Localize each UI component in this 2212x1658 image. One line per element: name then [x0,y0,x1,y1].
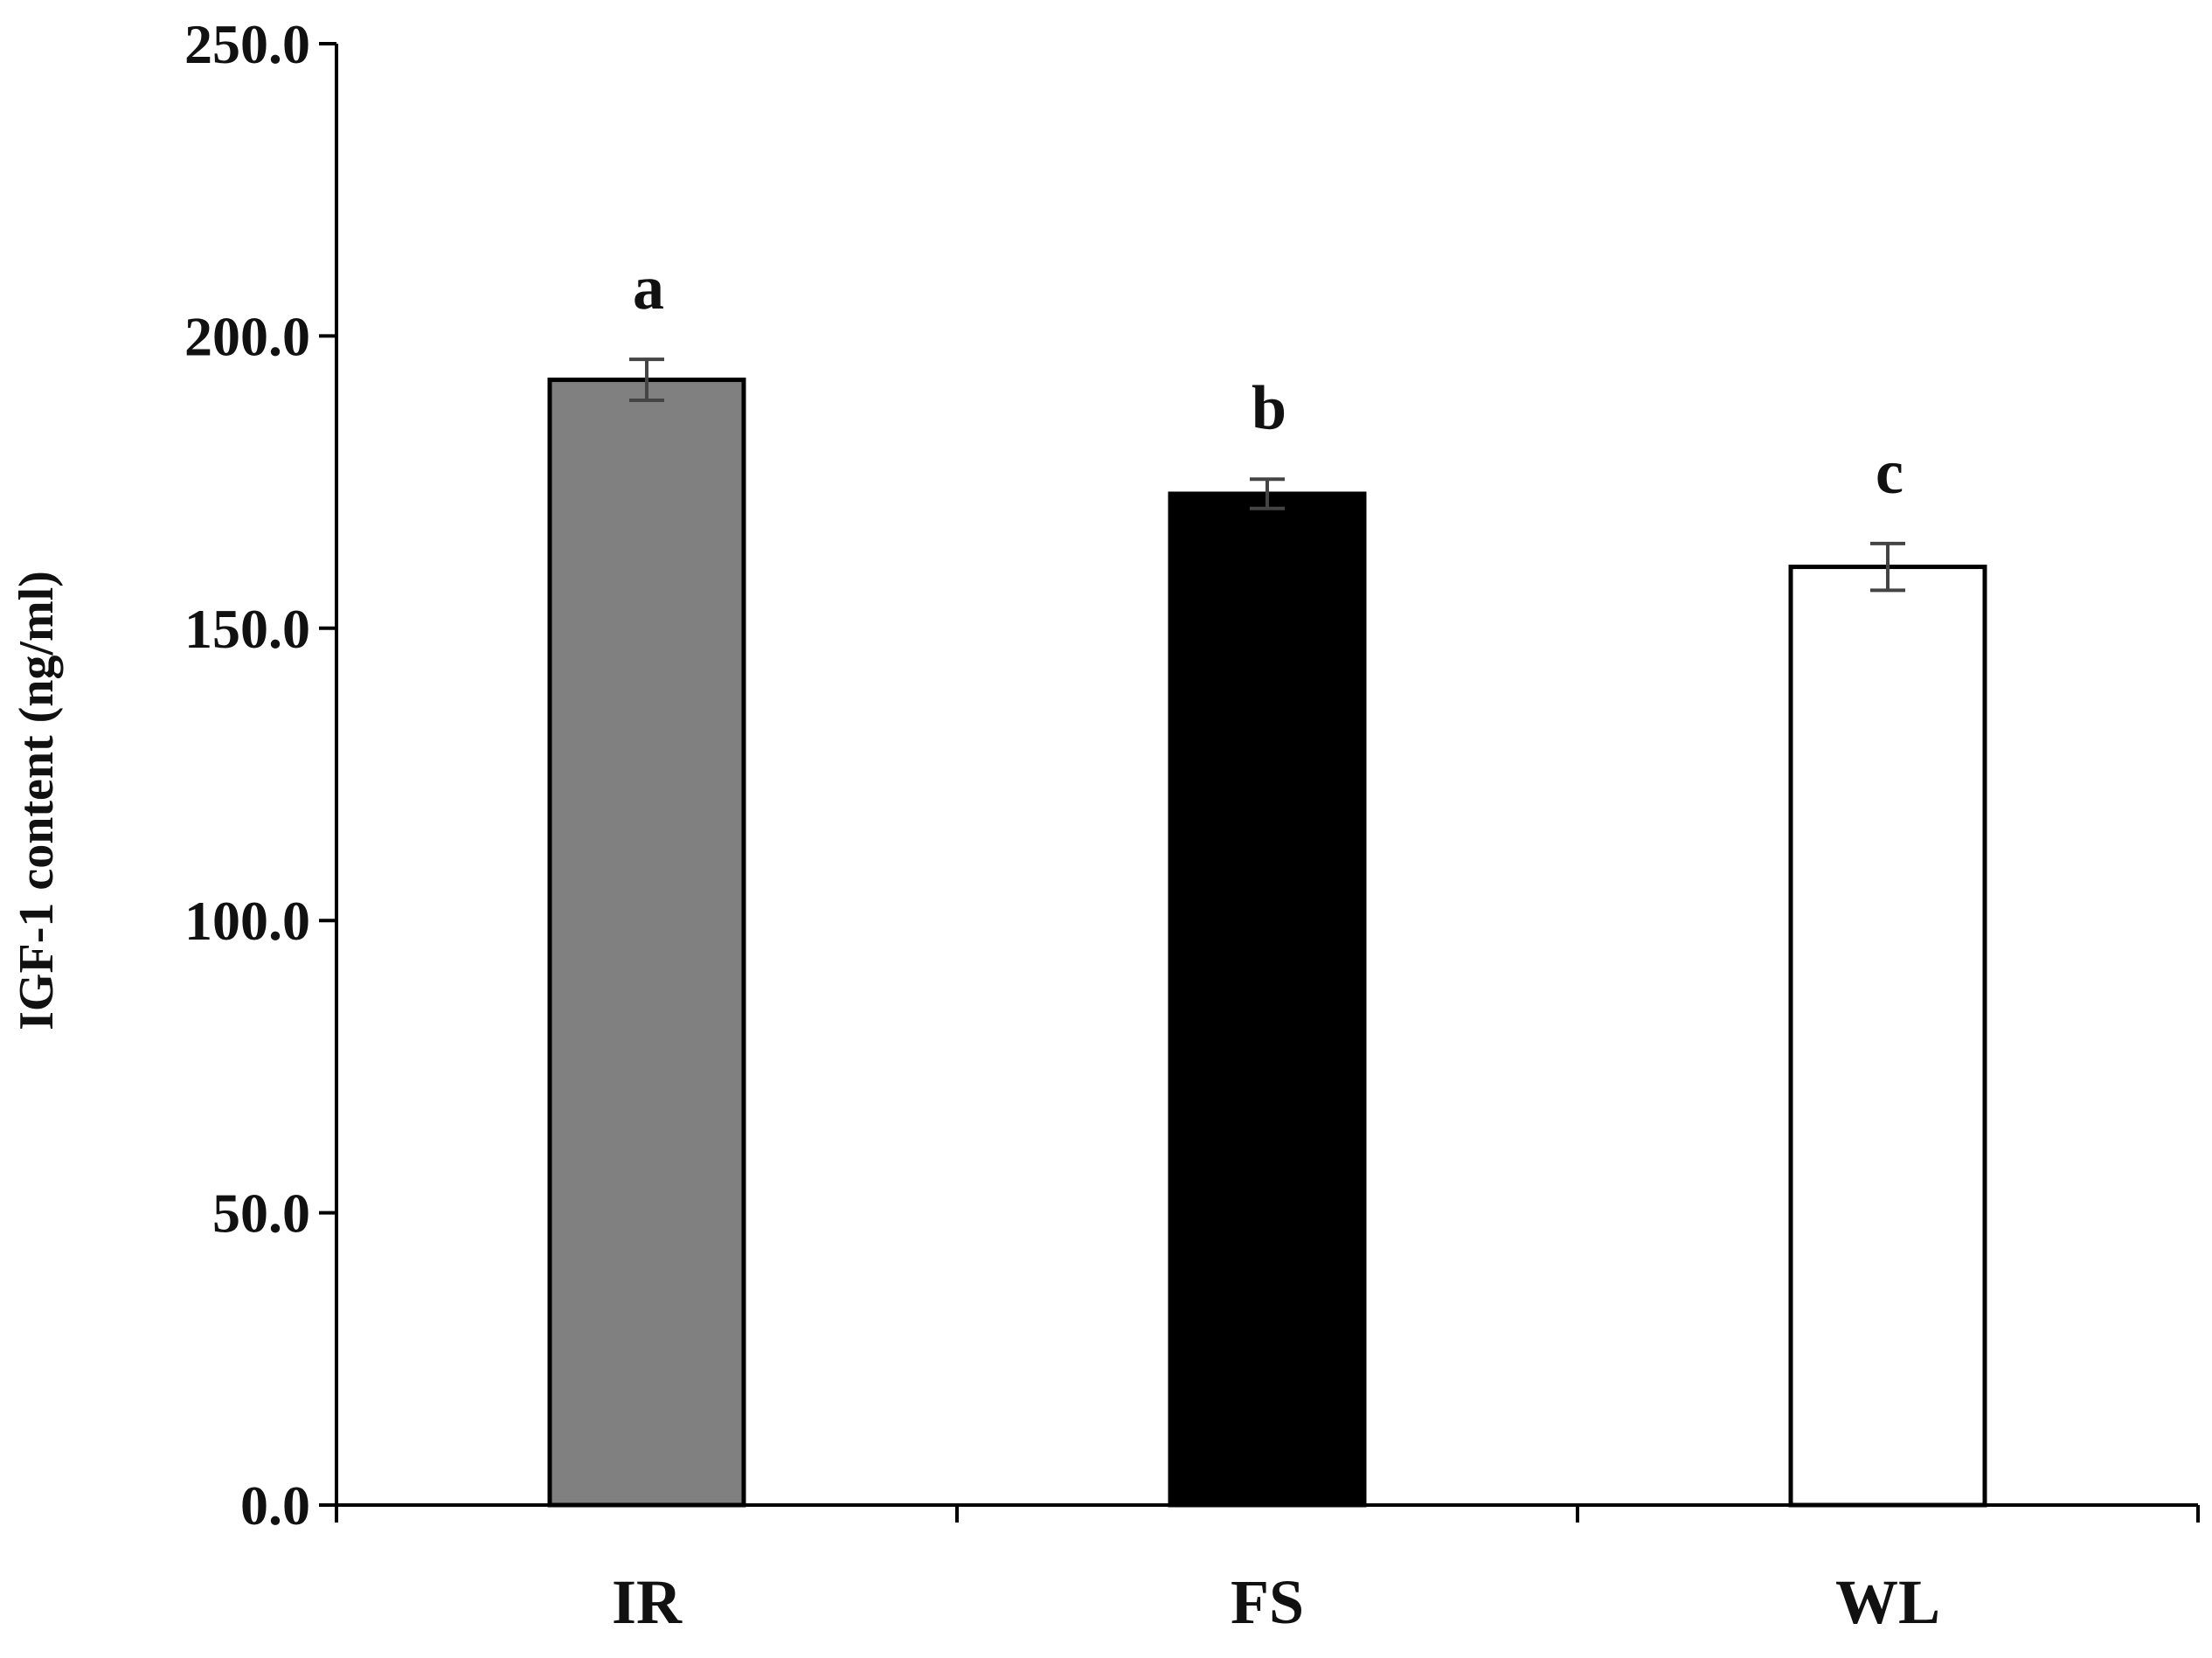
y-tick-label: 200.0 [184,305,310,367]
bar-fs [1168,491,1367,1508]
significance-label-wl: c [1876,437,1903,507]
x-tick-label-wl: WL [1835,1567,1940,1637]
y-tick-label: 250.0 [184,13,310,75]
bar-ir [547,378,746,1508]
y-tick-label: 100.0 [184,890,310,952]
y-tick-label: 150.0 [184,598,310,660]
y-tick-label: 50.0 [212,1183,310,1245]
labels: 0.0 50.0 100.0 150.0 200.0 250.0 IGF-1 content… [10,13,1940,1637]
bars [547,357,1987,1508]
bar-wl [1788,565,1987,1508]
x-tick-label-ir: IR [612,1567,683,1637]
significance-label-ir: a [633,253,664,323]
x-tick-label-fs: FS [1231,1567,1304,1637]
y-tick-label: 0.0 [240,1474,310,1537]
significance-label-fs: b [1252,372,1286,442]
y-axis-title: IGF-1 content (ng/ml) [10,571,64,1030]
